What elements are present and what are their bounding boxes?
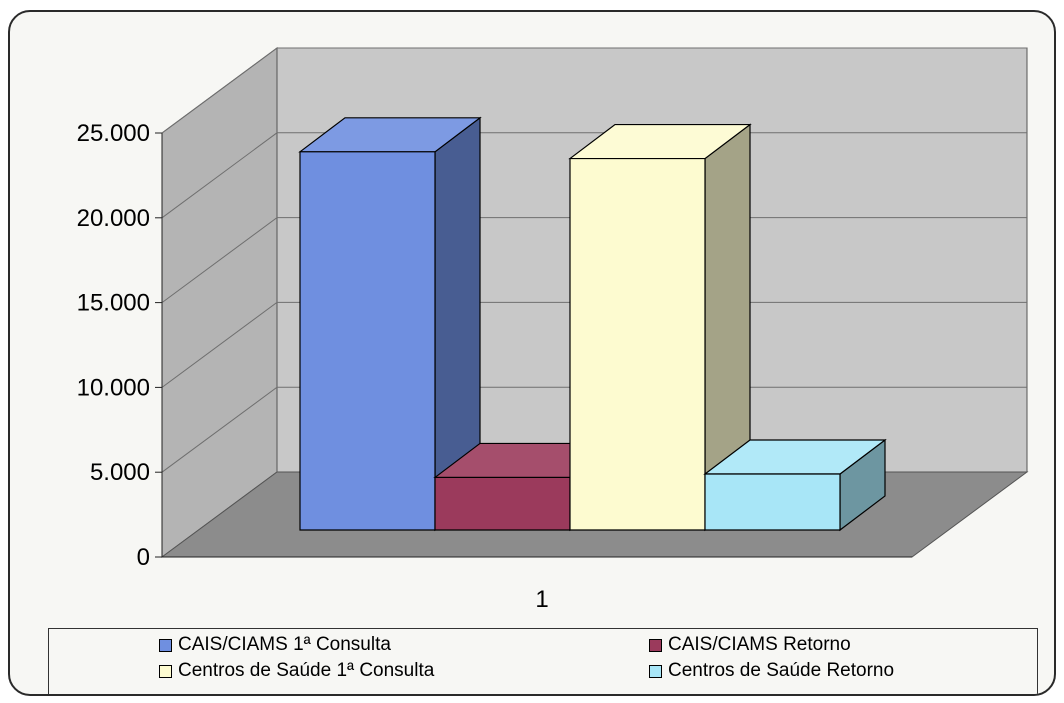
legend-label: CAIS/CIAMS Retorno [668, 634, 851, 655]
gridline [161, 217, 1027, 304]
bar-front-face [434, 476, 571, 531]
bar [568, 123, 752, 532]
gridline [161, 132, 1027, 219]
chart-frame: 0 5.000 10.000 15.000 20.000 25.000 1 CAIS/CIA… [8, 10, 1056, 696]
chart-legend: CAIS/CIAMS 1ª Consulta CAIS/CIAMS Retorno… [48, 628, 1038, 694]
legend-swatch [159, 664, 172, 678]
y-tick-label: 15.000 [77, 290, 150, 317]
side-wall [161, 47, 278, 558]
y-tick-label: 10.000 [77, 374, 150, 401]
legend-swatch [649, 664, 662, 678]
legend-item: Centros de Saúde 1ª Consulta [159, 659, 434, 683]
y-tick-label: 0 [137, 544, 150, 571]
legend-label: CAIS/CIAMS 1ª Consulta [178, 634, 391, 655]
gridline [161, 301, 1027, 388]
bar-front-face [299, 151, 436, 531]
chart-plot: 0 5.000 10.000 15.000 20.000 25.000 1 [77, 47, 1029, 612]
legend-item: Centros de Saúde Retorno [649, 659, 894, 683]
bar [703, 438, 887, 532]
y-tick-label: 20.000 [77, 205, 150, 232]
legend-swatch [159, 638, 172, 652]
gridline [161, 47, 1027, 134]
gridline [161, 386, 1027, 473]
legend-item: CAIS/CIAMS Retorno [649, 633, 851, 657]
legend-item: CAIS/CIAMS 1ª Consulta [159, 633, 391, 657]
x-tick-label: 1 [535, 586, 548, 612]
legend-label: Centros de Saúde 1ª Consulta [178, 660, 435, 681]
legend-swatch [649, 638, 662, 652]
bar [298, 116, 482, 532]
y-tick-label: 25.000 [77, 120, 150, 147]
bar-front-face [569, 157, 706, 531]
legend-label: Centros de Saúde Retorno [668, 660, 895, 681]
y-tick-label: 5.000 [90, 459, 150, 486]
bar-front-face [704, 473, 841, 531]
